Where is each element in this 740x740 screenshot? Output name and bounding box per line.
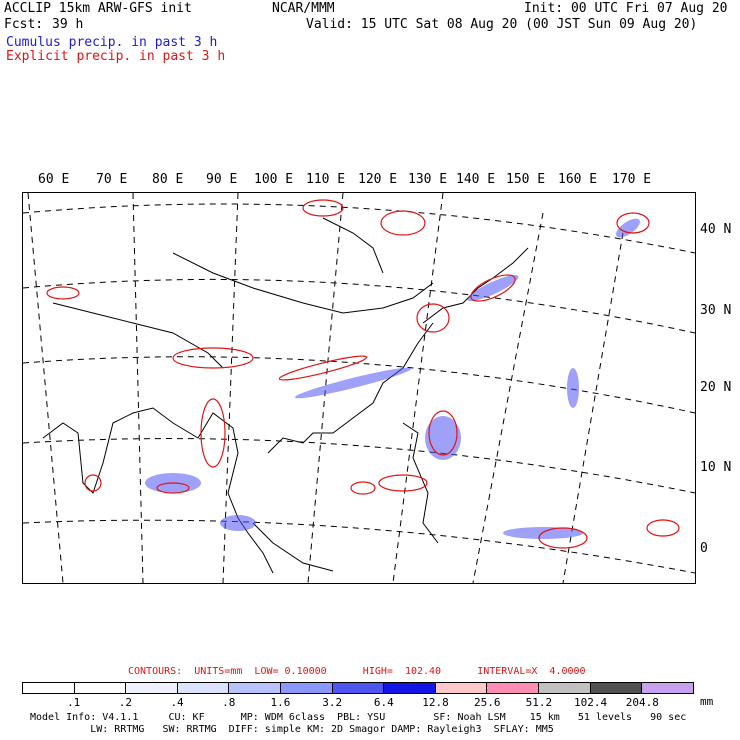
colorbar-swatch [539,683,591,693]
graticule-lat-0 [23,519,695,574]
forecast-label: Fcst: [4,17,44,32]
graticule-lon-2 [132,193,144,583]
coast-indochina [197,412,274,574]
legend-explicit: Explicit precip. in past 3 h [6,49,226,64]
colorbar-swatch [642,683,693,693]
lon-label: 170 E [612,172,652,187]
init-time: Init: 00 UTC Fri 07 Aug 20 [524,1,728,16]
lon-label: 60 E [38,172,70,187]
lon-label: 150 E [506,172,546,187]
lat-label: 30 N [700,303,732,318]
colorbar-swatch [229,683,282,693]
map-canvas [23,193,695,583]
graticule-lat-40 [23,203,695,254]
run-title: ACCLIP 15km ARW-GFS init [4,1,192,16]
explicit-precip [46,199,680,549]
colorbar [22,682,694,694]
colorbar-swatch [23,683,75,693]
graticule-lat-10 [23,438,695,494]
valid-time: Valid: 15 UTC Sat 08 Aug 20 (00 JST Sun … [306,17,698,32]
lon-label: 140 E [456,172,496,187]
colorbar-label: 25.6 [473,696,501,709]
coast-indonesia [252,522,334,572]
graticule-lat-30 [23,278,695,334]
coast-india [42,407,199,494]
colorbar-label: .8 [222,696,236,709]
colorbar-swatch [435,683,488,693]
colorbar-unit: mm [700,695,714,708]
colorbar-swatch [177,683,230,693]
lon-label: 80 E [152,172,184,187]
coast-china [267,322,434,454]
colorbar-swatch [590,683,643,693]
lat-label: 0 [700,541,708,556]
graticule-lon-5 [392,193,444,583]
colorbar-label: 204.8 [625,696,659,709]
legend-cumulus: Cumulus precip. in past 3 h [6,35,218,50]
model-info-line1: Model Info: V4.1.1 CU: KF MP: WDM 6class… [30,712,687,723]
colorbar-label: .1 [67,696,81,709]
colorbar-swatch [74,683,127,693]
graticule [23,193,695,583]
lon-label: 120 E [358,172,398,187]
contours-info: CONTOURS: UNITS=mm LOW= 0.10000 HIGH= 10… [128,666,586,677]
lat-label: 40 N [700,222,732,237]
colorbar-label: 12.8 [422,696,449,709]
forecast-hour: 39 h [52,17,84,32]
lon-label: 110 E [306,172,346,187]
graticule-lon-6 [472,212,544,583]
cumulus-precip [145,218,640,539]
border-himalaya [52,302,224,369]
colorbar-swatch [384,683,436,693]
colorbar-label: .2 [118,696,132,709]
colorbar-swatch [126,683,178,693]
colorbar-swatch [487,683,540,693]
border-north [322,217,384,274]
coast-philippines [402,422,439,544]
coast-korea-japan [422,247,529,324]
colorbar-swatch [332,683,385,693]
precipitation-map [22,192,696,584]
colorbar-label: 6.4 [373,696,394,709]
lat-label: 10 N [700,460,732,475]
border-mongolia [172,252,434,314]
lon-label: 90 E [206,172,238,187]
colorbar-label: 51.2 [525,696,553,709]
colorbar-label: 102.4 [574,696,608,709]
graticule-lon-7 [562,232,624,583]
colorbar-label: .4 [170,696,184,709]
colorbar-swatch [281,683,333,693]
lon-label: 160 E [558,172,598,187]
colorbar-label: 1.6 [270,696,291,709]
lon-label: 130 E [408,172,448,187]
model-info-line2: LW: RRTMG SW: RRTMG DIFF: simple KM: 2D … [30,724,554,735]
lon-label: 100 E [254,172,294,187]
colorbar-label: 3.2 [322,696,343,709]
lat-label: 20 N [700,380,732,395]
graticule-lon-1 [27,193,64,583]
lon-label: 70 E [96,172,128,187]
center-name: NCAR/MMM [272,1,335,16]
coastlines [42,217,529,574]
